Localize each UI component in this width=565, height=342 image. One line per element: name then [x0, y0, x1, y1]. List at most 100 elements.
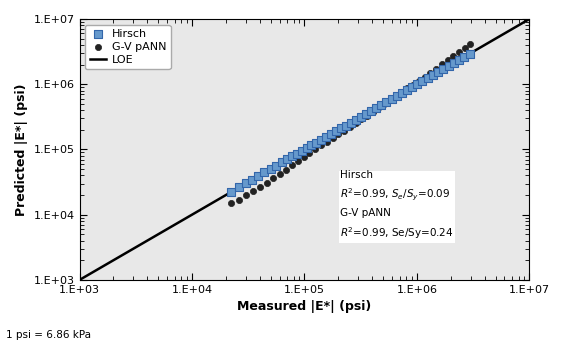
- Hirsch: [272, 163, 281, 168]
- X-axis label: Measured |E*| (psi): Measured |E*| (psi): [237, 300, 372, 313]
- G-V pANN: [241, 192, 250, 198]
- Hirsch: [377, 102, 386, 108]
- G-V pANN: [403, 86, 412, 91]
- Hirsch: [465, 51, 474, 56]
- G-V pANN: [249, 188, 258, 194]
- G-V pANN: [269, 176, 278, 181]
- Line: LOE: LOE: [80, 19, 529, 280]
- G-V pANN: [299, 155, 308, 160]
- Hirsch: [307, 143, 316, 148]
- Hirsch: [387, 96, 396, 102]
- G-V pANN: [380, 102, 389, 107]
- Hirsch: [439, 66, 448, 71]
- Hirsch: [356, 114, 365, 120]
- G-V pANN: [345, 124, 354, 130]
- Hirsch: [234, 184, 243, 190]
- Hirsch: [449, 60, 458, 66]
- Hirsch: [260, 170, 269, 175]
- G-V pANN: [334, 132, 343, 137]
- Hirsch: [321, 134, 331, 140]
- LOE: [488, 39, 494, 43]
- LOE: [103, 262, 110, 266]
- Hirsch: [277, 160, 286, 165]
- Hirsch: [346, 120, 355, 126]
- LOE: [76, 278, 83, 282]
- Hirsch: [282, 157, 292, 162]
- Hirsch: [341, 123, 350, 128]
- Hirsch: [297, 148, 306, 154]
- G-V pANN: [454, 50, 463, 55]
- Hirsch: [331, 129, 340, 134]
- Hirsch: [226, 189, 235, 195]
- G-V pANN: [311, 146, 320, 152]
- G-V pANN: [425, 70, 434, 75]
- G-V pANN: [293, 158, 302, 164]
- Legend: Hirsch, G-V pANN, LOE: Hirsch, G-V pANN, LOE: [85, 25, 171, 69]
- Hirsch: [367, 108, 376, 114]
- Hirsch: [403, 87, 412, 93]
- Text: 1 psi = 6.86 kPa: 1 psi = 6.86 kPa: [6, 330, 90, 340]
- Y-axis label: Predicted |E*| (psi): Predicted |E*| (psi): [15, 83, 28, 216]
- G-V pANN: [460, 45, 470, 51]
- Hirsch: [312, 140, 321, 145]
- Hirsch: [413, 81, 422, 87]
- G-V pANN: [420, 74, 429, 79]
- G-V pANN: [363, 113, 372, 118]
- Hirsch: [293, 151, 302, 156]
- G-V pANN: [368, 109, 377, 115]
- LOE: [94, 267, 101, 272]
- G-V pANN: [234, 197, 243, 202]
- G-V pANN: [226, 200, 235, 206]
- Hirsch: [428, 72, 437, 78]
- Hirsch: [460, 54, 469, 60]
- G-V pANN: [432, 66, 441, 71]
- G-V pANN: [287, 163, 296, 168]
- G-V pANN: [262, 180, 271, 185]
- Hirsch: [382, 99, 391, 105]
- Hirsch: [444, 63, 453, 68]
- Hirsch: [327, 131, 336, 137]
- LOE: [196, 208, 203, 212]
- Hirsch: [336, 126, 345, 131]
- Hirsch: [254, 173, 263, 179]
- G-V pANN: [316, 143, 325, 148]
- Hirsch: [361, 111, 370, 117]
- G-V pANN: [357, 117, 366, 122]
- G-V pANN: [322, 139, 331, 145]
- LOE: [160, 229, 167, 234]
- Hirsch: [371, 105, 380, 111]
- G-V pANN: [275, 171, 284, 177]
- G-V pANN: [443, 58, 452, 63]
- G-V pANN: [305, 150, 314, 156]
- Hirsch: [455, 57, 464, 63]
- G-V pANN: [351, 120, 360, 126]
- G-V pANN: [391, 94, 400, 99]
- Hirsch: [423, 75, 432, 81]
- Hirsch: [302, 145, 311, 151]
- G-V pANN: [374, 105, 383, 111]
- LOE: [526, 17, 533, 21]
- Hirsch: [397, 90, 406, 96]
- G-V pANN: [437, 62, 446, 67]
- Hirsch: [288, 154, 297, 159]
- LOE: [503, 30, 510, 34]
- Hirsch: [408, 84, 417, 90]
- Hirsch: [351, 117, 360, 122]
- Hirsch: [418, 78, 427, 84]
- Text: Hirsch
$R^2$=0.99, $S_e$/$S_y$=0.09
G-V pANN
$R^2$=0.99, Se/Sy=0.24: Hirsch $R^2$=0.99, $S_e$/$S_y$=0.09 G-V …: [341, 170, 454, 241]
- Hirsch: [316, 137, 325, 143]
- G-V pANN: [385, 97, 394, 103]
- Hirsch: [392, 93, 401, 99]
- Hirsch: [266, 166, 275, 172]
- Hirsch: [247, 177, 257, 182]
- Hirsch: [241, 180, 250, 186]
- Hirsch: [434, 69, 443, 75]
- G-V pANN: [466, 41, 475, 47]
- G-V pANN: [414, 78, 423, 83]
- G-V pANN: [340, 128, 349, 133]
- G-V pANN: [408, 82, 418, 87]
- G-V pANN: [328, 135, 337, 141]
- G-V pANN: [449, 54, 458, 59]
- G-V pANN: [281, 167, 290, 172]
- G-V pANN: [397, 90, 406, 95]
